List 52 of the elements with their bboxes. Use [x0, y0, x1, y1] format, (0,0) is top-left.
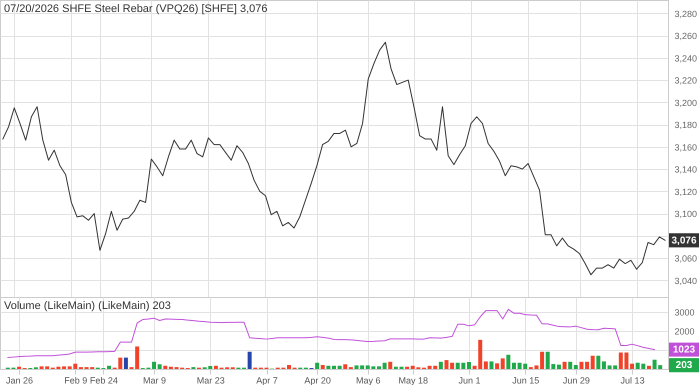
bar [320, 365, 325, 369]
bar [118, 358, 122, 369]
bar [124, 358, 128, 369]
y-tick-label: 3,200 [674, 98, 698, 108]
text: 203 [676, 360, 693, 372]
bar [489, 361, 494, 369]
chart-title: 07/20/2026 SHFE Steel Rebar (VPQ26) [SHFE] 3,076 [4, 3, 268, 15]
bar [646, 366, 651, 369]
chart-title: Volume (LikeMain) (LikeMain) 203 [4, 300, 171, 312]
bar [562, 362, 567, 369]
x-tick-label: Mar 23 [196, 376, 225, 386]
x-tick-label: Apr 20 [304, 376, 331, 386]
y-tick-label: 3,240 [674, 53, 698, 64]
bar [208, 366, 212, 369]
y-tick-label: 3,040 [674, 276, 698, 286]
line-series [2, 42, 666, 276]
x-tick-label: May 6 [356, 376, 380, 386]
y-tick-label: 3,100 [674, 209, 698, 220]
bar [484, 361, 488, 369]
y-tick-label: 3,160 [674, 142, 698, 152]
y-tick-label: 3,180 [674, 120, 698, 130]
y-tick-label: 3,260 [674, 31, 698, 42]
x-tick-label: Jul 13 [620, 376, 645, 386]
bar [438, 362, 443, 369]
bar [456, 362, 460, 369]
x-tick-label: Jun 29 [562, 376, 590, 386]
x-tick-label: Jan 26 [6, 376, 34, 386]
x-tick-label: Jun 15 [512, 376, 540, 386]
x-tick-label: Apr 7 [256, 376, 278, 386]
y-tick-label: 3,120 [674, 186, 698, 197]
x-tick-label: Feb 9 [64, 376, 88, 386]
y-tick-label: 3,280 [674, 8, 698, 19]
x-tick-label: May 18 [398, 376, 428, 386]
y-tick-label: 2000 [674, 326, 695, 337]
y-tick-label: 3,060 [674, 254, 698, 264]
x-tick-label: Mar 9 [143, 376, 166, 386]
bar [636, 362, 640, 369]
bar [568, 362, 572, 369]
text: 3,076 [671, 235, 697, 246]
x-tick-label: Jun 1 [458, 376, 480, 386]
y-tick-label: 3,140 [674, 164, 698, 175]
bar [315, 362, 320, 369]
bar [248, 352, 252, 369]
x-tick-label: Feb 24 [90, 376, 118, 386]
y-tick-label: 3,220 [674, 76, 698, 86]
bar [343, 364, 348, 369]
bar [388, 362, 392, 369]
bar [641, 364, 646, 369]
bar [546, 352, 550, 369]
text: 1023 [672, 344, 696, 356]
y-tick-label: 3000 [674, 308, 695, 318]
bar [574, 365, 578, 369]
